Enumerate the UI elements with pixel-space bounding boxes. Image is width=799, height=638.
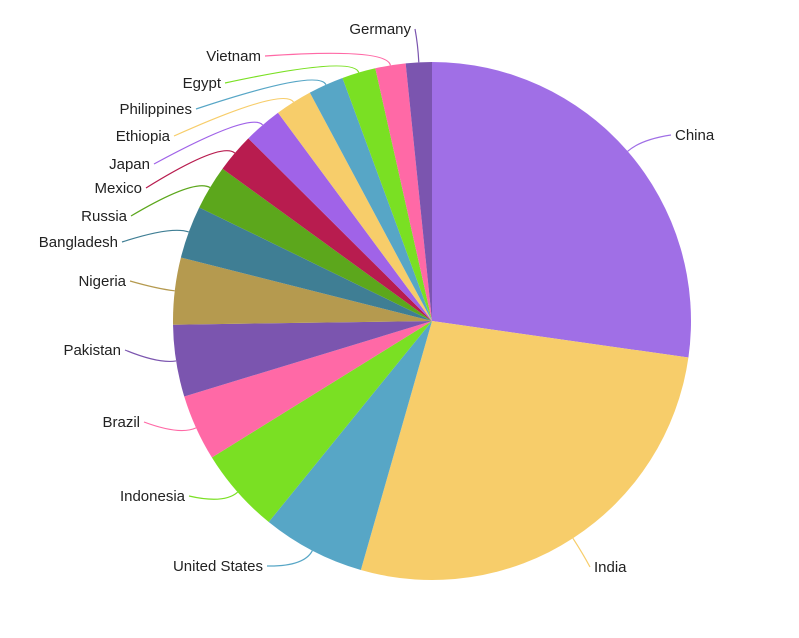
pie-slices bbox=[172, 62, 691, 580]
leader-line-united-states bbox=[266, 550, 313, 567]
leader-line-bangladesh bbox=[121, 229, 189, 243]
leader-line-japan bbox=[153, 121, 264, 165]
slice-pakistan[interactable] bbox=[173, 321, 432, 397]
slice-nigeria[interactable] bbox=[172, 257, 432, 325]
slice-label-india: India bbox=[594, 559, 627, 576]
slice-indonesia[interactable] bbox=[211, 321, 432, 523]
slice-philippines[interactable] bbox=[309, 77, 432, 321]
slice-label-russia: Russia bbox=[81, 208, 128, 225]
slice-label-nigeria: Nigeria bbox=[78, 273, 126, 290]
leader-line-mexico bbox=[145, 150, 236, 189]
slice-label-china: China bbox=[675, 127, 715, 144]
slice-japan[interactable] bbox=[248, 112, 432, 321]
slice-ethiopia[interactable] bbox=[278, 92, 432, 322]
slice-label-philippines: Philippines bbox=[119, 101, 192, 118]
slice-label-pakistan: Pakistan bbox=[63, 342, 121, 359]
slice-label-vietnam: Vietnam bbox=[206, 48, 261, 65]
slice-label-mexico: Mexico bbox=[94, 180, 142, 197]
slice-label-germany: Germany bbox=[349, 21, 411, 38]
leader-line-china bbox=[627, 134, 672, 152]
slice-label-brazil: Brazil bbox=[102, 414, 140, 431]
slice-label-japan: Japan bbox=[109, 156, 150, 173]
slice-label-egypt: Egypt bbox=[183, 75, 222, 92]
slice-china[interactable] bbox=[432, 62, 691, 358]
leader-line-india bbox=[572, 537, 591, 568]
leader-lines bbox=[121, 28, 672, 568]
leader-line-brazil bbox=[143, 421, 197, 432]
leader-line-egypt bbox=[224, 65, 360, 84]
slice-united-states[interactable] bbox=[268, 321, 432, 571]
slice-bangladesh[interactable] bbox=[180, 207, 432, 321]
slice-brazil[interactable] bbox=[184, 321, 432, 458]
leader-line-nigeria bbox=[129, 280, 175, 292]
slice-vietnam[interactable] bbox=[375, 63, 432, 322]
leader-line-philippines bbox=[195, 79, 327, 110]
leader-line-russia bbox=[130, 185, 211, 217]
slice-label-united-states: United States bbox=[173, 558, 263, 575]
slice-india[interactable] bbox=[360, 321, 689, 580]
slice-label-ethiopia: Ethiopia bbox=[116, 128, 171, 145]
leader-line-ethiopia bbox=[173, 97, 295, 137]
slice-germany[interactable] bbox=[405, 62, 432, 321]
slice-label-indonesia: Indonesia bbox=[120, 488, 186, 505]
leader-line-vietnam bbox=[264, 52, 391, 66]
leader-line-germany bbox=[414, 28, 420, 63]
slice-russia[interactable] bbox=[199, 168, 432, 321]
slice-labels: China India United States Indonesia Brazil Pa… bbox=[39, 21, 715, 576]
slice-mexico[interactable] bbox=[222, 138, 432, 321]
leader-line-indonesia bbox=[188, 491, 239, 500]
leader-line-pakistan bbox=[124, 349, 177, 363]
slice-egypt[interactable] bbox=[342, 68, 432, 321]
slice-label-bangladesh: Bangladesh bbox=[39, 234, 118, 251]
